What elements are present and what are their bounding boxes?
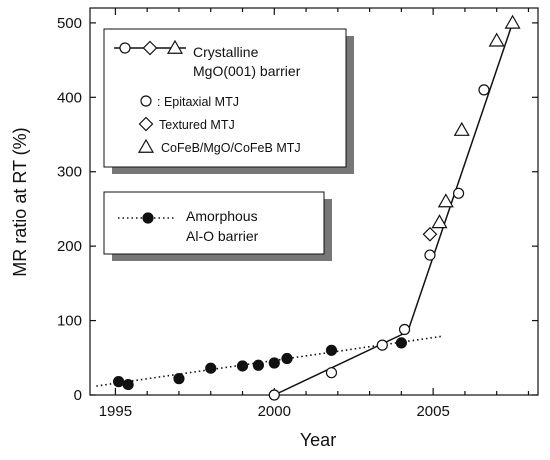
x-axis-title: Year xyxy=(300,430,336,450)
legend-triangle-marker xyxy=(166,39,184,54)
data-point-circle-filled xyxy=(252,359,264,371)
y-tick-label: 100 xyxy=(57,313,82,330)
data-point-circle-filled xyxy=(395,337,407,349)
data-point-circle-open xyxy=(452,187,465,199)
data-point-triangle-open xyxy=(504,14,521,29)
y-tick-label: 400 xyxy=(57,89,82,106)
data-point-circle-filled xyxy=(122,378,134,391)
data-point-triangle-open xyxy=(453,121,470,136)
data-point-circle-open xyxy=(325,367,338,379)
legend-crystalline-title-line1: Crystalline xyxy=(193,44,259,60)
data-point-circle-open xyxy=(424,249,436,261)
legend-crystalline-title-line2: MgO(001) barrier xyxy=(193,63,301,79)
data-point-circle-open xyxy=(268,389,280,401)
legend-amorphous-title-line2: Al-O barrier xyxy=(186,228,259,244)
data-point-circle-open xyxy=(376,339,388,351)
legend-amorphous: Amorphous Al-O barrier xyxy=(103,191,332,261)
data-point-triangle-open xyxy=(488,32,505,47)
legend-epitaxial-marker xyxy=(140,95,152,107)
data-point-circle-filled xyxy=(281,352,293,365)
y-axis-title: MR ratio at RT (%) xyxy=(10,127,30,276)
y-tick-label: 200 xyxy=(57,238,82,255)
y-tick-label: 500 xyxy=(57,15,82,32)
legend-filled-marker xyxy=(142,212,154,224)
y-tick-label: 300 xyxy=(57,164,82,181)
data-point-diamond-open xyxy=(422,226,438,242)
legend-crystalline-items: : Epitaxial MTJ Textured MTJ CoFeB/MgO/C… xyxy=(137,95,301,155)
legend-crystalline-key xyxy=(114,39,186,56)
data-point-circle-filled xyxy=(112,376,125,388)
legend-crystalline: Crystalline MgO(001) barrier : Epitaxial… xyxy=(103,28,354,174)
legend-epitaxial-label: : Epitaxial MTJ xyxy=(157,95,239,109)
x-tick-label: 1995 xyxy=(99,403,132,420)
legend-textured-marker xyxy=(138,116,154,132)
legend-amorphous-key xyxy=(118,212,176,224)
data-point-circle-open xyxy=(398,323,411,336)
plot-frame xyxy=(89,7,539,396)
data-point-triangle-open xyxy=(431,214,448,229)
data-point-circle-open xyxy=(478,84,490,96)
data-point-circle-filled xyxy=(268,357,280,369)
legend-diamond-marker xyxy=(142,40,158,56)
legend-amorphous-box xyxy=(103,191,325,255)
data-point-circle-filled xyxy=(205,362,217,374)
data-point-circle-filled xyxy=(236,360,249,372)
y-tick-label: 0 xyxy=(74,387,82,404)
legend-cofeb-marker xyxy=(137,138,155,153)
x-tick-label: 2000 xyxy=(258,403,291,420)
legend-textured-label: Textured MTJ xyxy=(159,118,235,132)
data-point-circle-filled xyxy=(325,344,338,356)
data-point-triangle-open xyxy=(437,193,454,208)
data-point-circle-filled xyxy=(173,373,185,385)
legend-circle-marker xyxy=(119,42,131,54)
legend-cofeb-label: CoFeB/MgO/CoFeB MTJ xyxy=(161,141,301,155)
x-tick-label: 2005 xyxy=(416,403,449,420)
legend-amorphous-title-line1: Amorphous xyxy=(186,208,258,224)
